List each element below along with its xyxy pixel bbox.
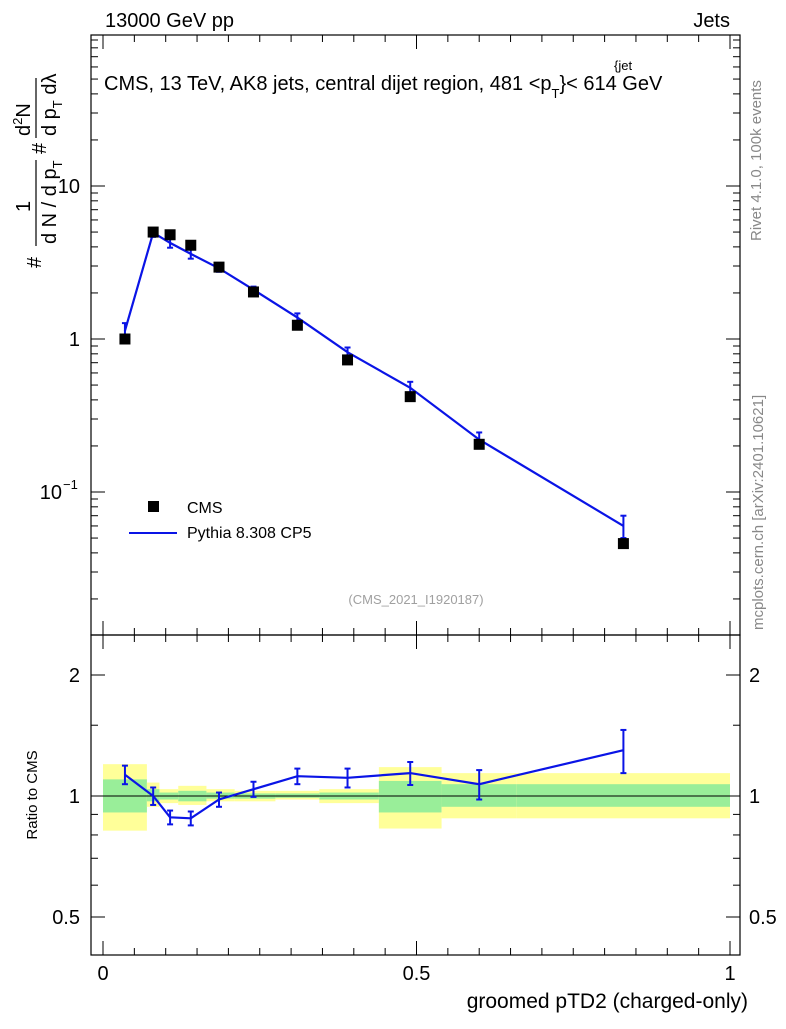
plot-title-sub: T	[552, 86, 560, 101]
ylabel-denominator-main: d N / d p	[39, 168, 61, 244]
mcplots-label: mcplots.cern.ch [arXiv:2401.10621]	[750, 395, 767, 630]
ylabel-one: 1	[13, 201, 35, 212]
rivet-version-label: Rivet 4.1.0, 100k events	[748, 80, 765, 241]
main-ylabel: # 1 d N / d pT # d2N d pT dλ	[10, 74, 65, 268]
ylabel-denominator2-main: d p	[39, 108, 61, 136]
main-y-tick-label: 1	[69, 329, 80, 351]
plot-title: CMS, 13 TeV, AK8 jets, central dijet reg…	[104, 73, 663, 101]
ratio-band-green	[516, 784, 730, 807]
pythia-line	[123, 231, 624, 527]
cms-data-point	[185, 239, 197, 251]
main-plot-frame	[90, 34, 741, 636]
ratio-ylabel: Ratio to CMS	[24, 750, 41, 839]
cms-data-point	[617, 538, 629, 550]
plot-title-main: CMS, 13 TeV, AK8 jets, central dijet reg…	[104, 73, 552, 95]
ratio-y-tick-label-right: 2	[749, 665, 760, 687]
cms-data-point	[119, 333, 131, 345]
cms-data-point	[473, 438, 485, 450]
ylabel-numerator-main: d	[13, 125, 35, 136]
main-y-tick-label: 10	[58, 176, 80, 198]
legend-pythia-label: Pythia 8.308 CP5	[187, 525, 312, 542]
x-tick-label: 0	[97, 963, 108, 985]
main-marks	[119, 226, 629, 550]
ylabel-denominator-2: d pT dλ	[39, 74, 65, 136]
ratio-y-tick-label-right: 0.5	[749, 907, 777, 929]
cms-data-point	[147, 226, 159, 238]
ratio-xlabel: groomed pTD2 (charged-only)	[467, 990, 748, 1013]
cms-data-point	[291, 319, 303, 331]
ratio-y-tick-label: 1	[69, 786, 80, 808]
cms-data-point	[404, 391, 416, 403]
analysis-watermark: (CMS_2021_I1920187)	[348, 592, 483, 607]
cms-data-point	[342, 354, 354, 366]
ratio-band-green	[378, 780, 442, 813]
header-left: 13000 GeV pp	[105, 10, 234, 32]
ylabel-denominator-sub: T	[50, 160, 65, 168]
ylabel-numerator-sup: 2	[10, 118, 25, 125]
cms-data-point	[164, 229, 176, 241]
ratio-plot: 0.5 0.5 1 1 2 2 0 0.5 1	[52, 634, 777, 985]
x-tick-label: 0.5	[403, 963, 431, 985]
ratio-y-tick-label: 0.5	[52, 907, 80, 929]
legend: CMS Pythia 8.308 CP5	[129, 500, 312, 542]
plot-title-sup: {jet	[614, 58, 632, 73]
legend-cms-marker	[148, 501, 159, 512]
main-y-tick-label: 10	[40, 482, 62, 504]
cms-data-point	[247, 286, 259, 298]
plot-title-tail: }< 614 GeV	[559, 73, 663, 95]
legend-cms-label: CMS	[187, 500, 223, 517]
ylabel-denominator2-sub: T	[50, 100, 65, 108]
main-y-tick-label-exponent: −1	[63, 477, 78, 492]
ratio-plot-frame	[90, 634, 741, 956]
ratio-y-tick-label-right: 1	[749, 786, 760, 808]
ylabel-denominator2-tail: dλ	[39, 74, 61, 101]
ylabel-denominator: d N / d pT	[39, 160, 65, 244]
ylabel-numerator: d2N	[10, 103, 35, 136]
x-tick-label: 1	[724, 963, 735, 985]
ylabel-hash1: #	[24, 256, 46, 268]
ratio-axes: 0.5 0.5 1 1 2 2 0 0.5 1	[52, 635, 777, 985]
ylabel-hash2: #	[29, 142, 51, 154]
ratio-y-tick-label: 2	[69, 665, 80, 687]
cms-data-point	[213, 261, 225, 273]
ylabel-numerator-tail: N	[13, 103, 35, 117]
ratio-marks	[121, 728, 627, 827]
header-right: Jets	[693, 10, 730, 32]
